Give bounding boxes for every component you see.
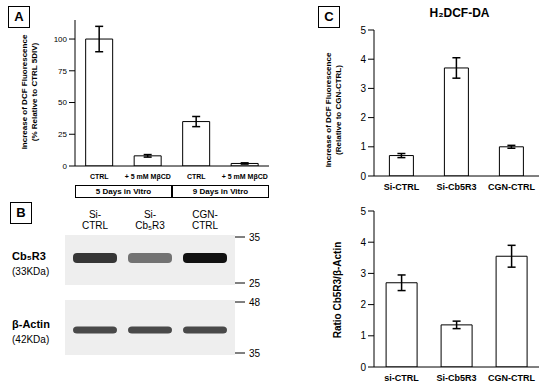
- html-text:5 Days in Vitro: 5 Days in Vitro: [95, 187, 152, 196]
- svg-text:4: 4: [360, 54, 366, 65]
- svg-text:(42KDa): (42KDa): [12, 334, 49, 345]
- svg-text:1: 1: [360, 141, 366, 152]
- svg-text:β-Actin: β-Actin: [12, 318, 50, 330]
- svg-text:Si-CTRL: Si-CTRL: [82, 209, 109, 231]
- html-text:C: C: [324, 9, 334, 24]
- svg-text:25: 25: [249, 278, 261, 289]
- html-text:(Relative to CGN-CTRL): (Relative to CGN-CTRL): [334, 65, 343, 155]
- svg-text:Si-Cb₅R3: Si-Cb₅R3: [135, 209, 165, 231]
- svg-text:CGN-CTRL: CGN-CTRL: [192, 209, 219, 231]
- svg-text:2: 2: [360, 299, 366, 310]
- html-text:Increase of DCF Fluorescence: Increase of DCF Fluorescence: [20, 34, 29, 150]
- svg-text:100: 100: [54, 35, 68, 44]
- html-text:9 Days in Vitro: 9 Days in Vitro: [192, 187, 249, 196]
- svg-text:48: 48: [249, 297, 261, 308]
- svg-text:+ 5 mM MβCD: + 5 mM MβCD: [125, 173, 171, 181]
- svg-text:Si-Cb5R3: Si-Cb5R3: [436, 182, 476, 192]
- svg-text:CGN-CTRL: CGN-CTRL: [488, 182, 535, 192]
- html-text:Ratio Cb5R3/β-Actin: Ratio Cb5R3/β-Actin: [332, 241, 343, 339]
- svg-text:CTRL: CTRL: [187, 173, 206, 180]
- html-text:(% Relative to CTRL 5DIV): (% Relative to CTRL 5DIV): [30, 42, 39, 142]
- svg-text:3: 3: [360, 268, 366, 279]
- svg-text:CGN-CTRL: CGN-CTRL: [488, 373, 535, 383]
- svg-text:75: 75: [58, 67, 67, 76]
- svg-text:4: 4: [360, 237, 366, 248]
- svg-text:0: 0: [360, 171, 366, 182]
- svg-text:CTRL: CTRL: [90, 173, 109, 180]
- svg-text:2: 2: [360, 112, 366, 123]
- html-text:A: A: [14, 9, 24, 24]
- svg-text:Si-CTRL: Si-CTRL: [384, 182, 420, 192]
- svg-text:si-CTRL: si-CTRL: [384, 373, 419, 383]
- html-text:H₂DCF-DA: H₂DCF-DA: [429, 6, 490, 20]
- svg-text:35: 35: [249, 232, 261, 243]
- html-text:B: B: [16, 205, 26, 220]
- svg-text:5: 5: [360, 206, 366, 217]
- html-text:Increase of DCF Fluorescence: Increase of DCF Fluorescence: [324, 52, 333, 168]
- svg-text:35: 35: [249, 348, 261, 359]
- svg-text:0: 0: [360, 362, 366, 373]
- svg-text:1: 1: [360, 330, 366, 341]
- svg-text:Cb₅R3: Cb₅R3: [12, 250, 46, 262]
- svg-text:25: 25: [58, 130, 67, 139]
- svg-text:0: 0: [63, 162, 68, 171]
- svg-text:5: 5: [360, 25, 366, 36]
- svg-text:Si-Cb5R3: Si-Cb5R3: [436, 373, 476, 383]
- svg-text:50: 50: [58, 98, 67, 107]
- svg-text:+ 5 mM MβCD: + 5 mM MβCD: [222, 173, 268, 181]
- svg-text:(33KDa): (33KDa): [12, 266, 49, 277]
- svg-text:3: 3: [360, 83, 366, 94]
